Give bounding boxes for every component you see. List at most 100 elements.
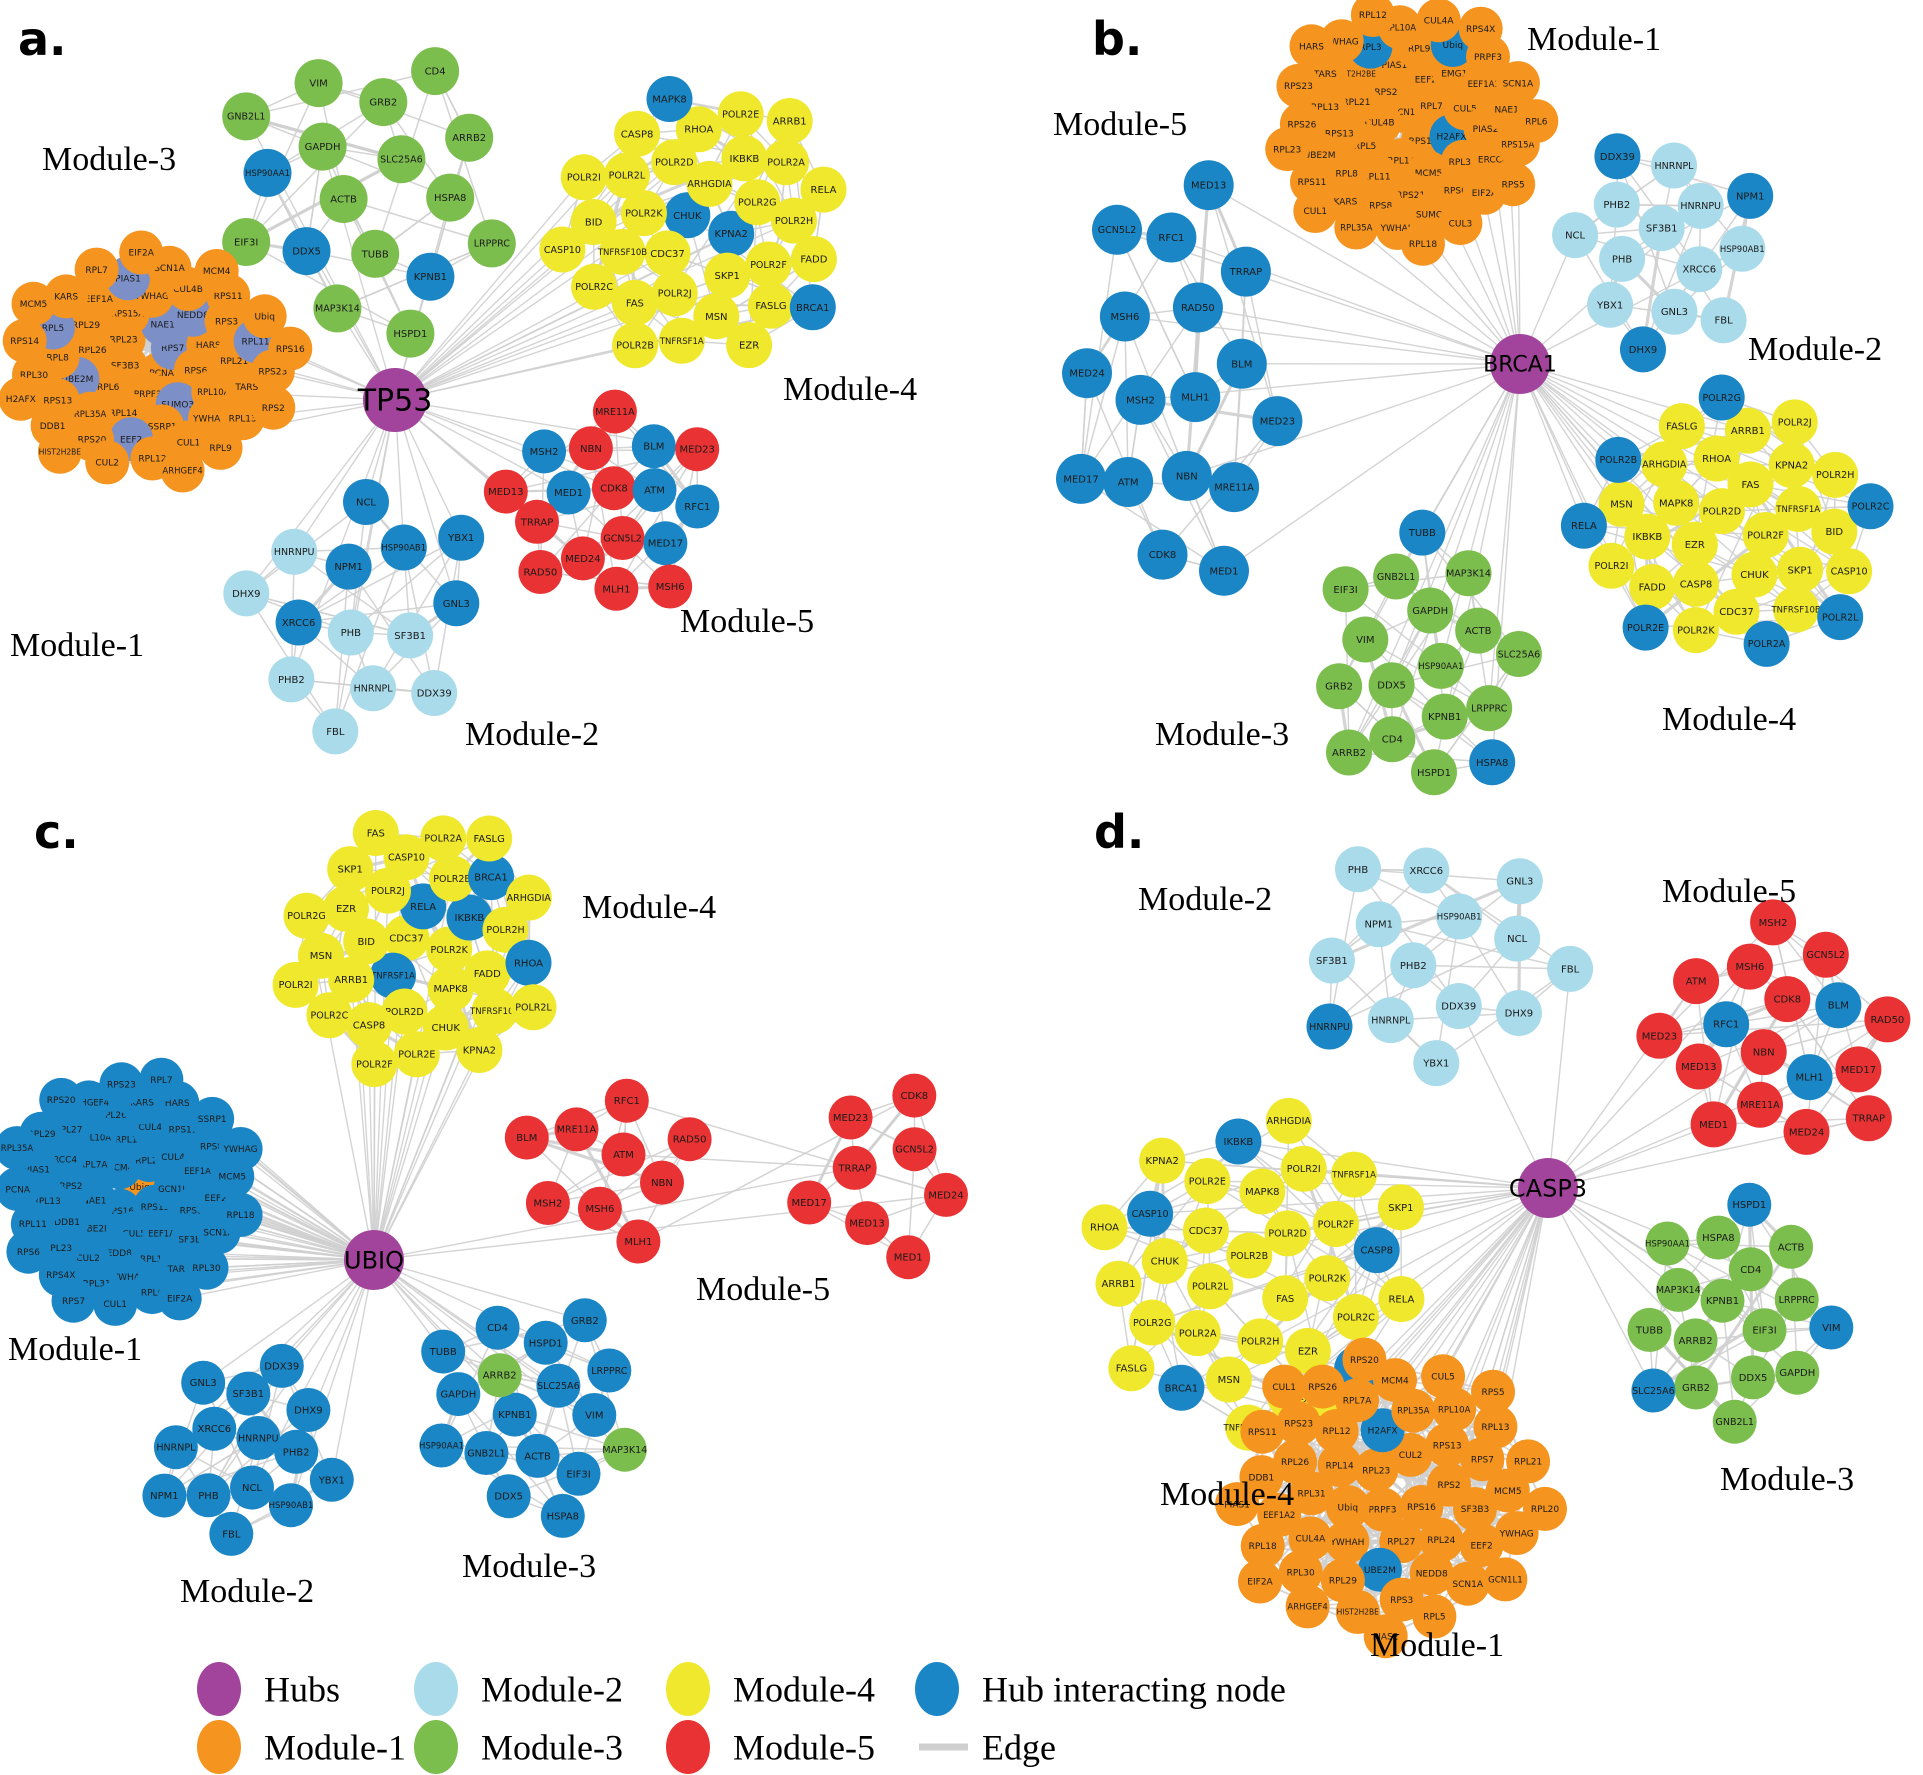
node-POLR2I — [560, 154, 607, 201]
node-label: HNRNPL — [1655, 161, 1695, 172]
node-TUBB — [1399, 509, 1446, 556]
node-MED13 — [1675, 1043, 1722, 1090]
node-label: RPL27 — [54, 1126, 82, 1136]
edge — [1197, 306, 1521, 365]
node-label: MED1 — [554, 488, 583, 499]
node-MED23 — [828, 1095, 873, 1140]
node-label: PIAS1 — [1382, 61, 1408, 71]
node-label: ERCC4 — [47, 1156, 77, 1166]
node-label: MED23 — [833, 1113, 868, 1124]
node-label: MRE11A — [1740, 1100, 1780, 1111]
node-label: MSH6 — [1735, 962, 1764, 973]
node-HIST2H2BE — [37, 429, 82, 474]
edge — [1080, 478, 1225, 572]
node-RAD50 — [518, 550, 563, 594]
node-label: MED13 — [488, 487, 523, 498]
node-label: GNB2L1 — [1377, 572, 1415, 583]
node-GNL3 — [1651, 288, 1698, 335]
edge — [394, 306, 814, 401]
node-RAD50 — [1864, 996, 1911, 1043]
node-label: VIM — [1822, 1323, 1840, 1334]
node-TUBB — [421, 1329, 466, 1374]
node-HSPA8 — [1469, 739, 1516, 786]
node-label: IKBKB — [1224, 1137, 1254, 1148]
node-DHX9 — [1495, 990, 1542, 1036]
node-label: RPS14 — [10, 337, 39, 347]
node-label: RPL9 — [1408, 44, 1431, 54]
node-label: FBL — [326, 727, 345, 738]
node-TRRAP — [1220, 246, 1271, 297]
node-label: RPL3 — [1359, 43, 1381, 53]
module-label-c-m5a: Module-5 — [696, 1271, 830, 1308]
node-label: IKBKB — [730, 154, 760, 165]
module-label-b-m4: Module-4 — [1662, 701, 1796, 738]
node-XRCC6 — [1403, 847, 1450, 894]
hub-node-TP53 — [363, 368, 427, 432]
node-POLR2I — [272, 961, 319, 1008]
node-label: FBL — [1715, 316, 1734, 327]
node-GRB2 — [1316, 663, 1363, 710]
node-RHOA — [1081, 1204, 1128, 1251]
node-label: MRE11A — [557, 1125, 597, 1136]
node-POLR2B — [429, 855, 476, 902]
node-label: PHB — [198, 1491, 219, 1502]
edge — [373, 1049, 481, 1261]
node-MSH2 — [525, 1181, 570, 1225]
node-label: MSN — [1610, 499, 1632, 510]
edge — [1223, 363, 1521, 572]
node-label: PRPF3 — [1474, 53, 1502, 63]
node-label: ARHGDIA — [1642, 460, 1687, 471]
node-label: Ubiq — [254, 312, 275, 322]
node-label: ACTB — [330, 195, 357, 206]
node-label: NPM1 — [150, 1491, 179, 1502]
node-label: POLR2G — [1133, 1318, 1172, 1329]
edge — [202, 1259, 375, 1384]
node-SCN1A — [1495, 61, 1540, 106]
node-label: SCN1A — [154, 264, 185, 274]
node-NPM1 — [1727, 172, 1774, 219]
node-label: PHB — [1348, 865, 1369, 876]
node-label: RPL13 — [1481, 1423, 1509, 1433]
module-label-b-m2: Module-2 — [1748, 331, 1882, 368]
node-label: POLR2H — [1241, 1337, 1279, 1348]
node-EEF2 — [1459, 1523, 1504, 1568]
legend-label: Module-3 — [481, 1728, 623, 1768]
node-label: PRPF3 — [134, 390, 162, 400]
node-label: HSPD1 — [529, 1338, 563, 1349]
node-CASP10 — [383, 834, 430, 881]
node-NBN — [1740, 1029, 1787, 1076]
node-layer: MLH1 MSH2 RAD50 NBN MSH6 BLM ATM RFC1 MRE11A MED2… — [1056, 0, 1894, 796]
node-BLM — [1216, 338, 1267, 389]
node-label: PIAS1 — [24, 1166, 50, 1176]
node-TNFRSF1A — [658, 317, 705, 364]
node-POLR2F — [745, 241, 792, 288]
node-POLR2J — [651, 270, 698, 317]
node-label: ATM — [1118, 478, 1139, 489]
node-label: MCM4 — [106, 1163, 134, 1173]
node-label: POLR2K — [1677, 625, 1715, 636]
node-label: GCN5L2 — [895, 1145, 933, 1156]
node-label: DDX5 — [1739, 1373, 1768, 1384]
node-GAPDH — [436, 1372, 481, 1417]
module-label-a-m4: Module-4 — [783, 371, 917, 408]
node-label: RPL5 — [1423, 1613, 1445, 1623]
node-label: NBN — [580, 444, 602, 455]
node-NCL — [343, 479, 389, 525]
node-HNRNPL — [1651, 142, 1697, 189]
node-EIF3I — [1322, 566, 1369, 613]
node-label: RPL12 — [140, 1255, 168, 1265]
node-SSRP1 — [190, 1096, 235, 1141]
node-RPS2 — [251, 385, 296, 430]
node-label: NAE1 — [1495, 105, 1519, 115]
node-label: NAE1 — [82, 1196, 106, 1206]
node-label: RPS11 — [214, 292, 243, 302]
node-label: HSP90AB1 — [381, 543, 426, 553]
node-label: GCN5L2 — [1807, 950, 1845, 961]
node-label: POLR2H — [1816, 470, 1854, 481]
node-RPS6 — [6, 1229, 51, 1274]
legend-swatch-m1 — [197, 1720, 241, 1774]
node-ARHGDIA — [686, 160, 733, 207]
node-ARRB2 — [1673, 1318, 1718, 1363]
node-label: GCN1L1 — [1488, 1575, 1522, 1585]
node-ARRB2 — [1326, 729, 1372, 776]
